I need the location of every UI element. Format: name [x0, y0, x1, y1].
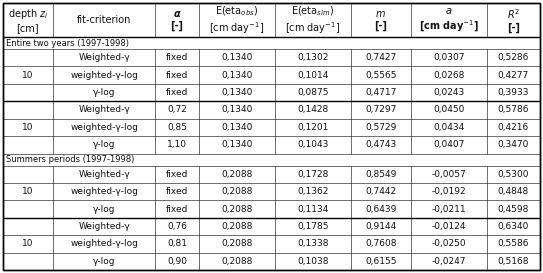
Text: $m$
[-]: $m$ [-] [374, 9, 387, 31]
Text: Summers periods (1997-1998): Summers periods (1997-1998) [6, 155, 134, 164]
Text: Weighted-γ: Weighted-γ [78, 105, 130, 114]
Text: 0,1043: 0,1043 [297, 140, 329, 149]
Text: 0,1338: 0,1338 [297, 239, 329, 248]
Text: 0,7442: 0,7442 [365, 187, 396, 196]
Text: Weighted-γ: Weighted-γ [78, 53, 130, 62]
Text: -0,0211: -0,0211 [432, 204, 466, 213]
Text: weighted-γ-log: weighted-γ-log [70, 187, 138, 196]
Text: 0,2088: 0,2088 [221, 222, 252, 231]
Text: E(eta$_{sim}$)
[cm day$^{-1}$]: E(eta$_{sim}$) [cm day$^{-1}$] [285, 4, 340, 36]
Text: 0,2088: 0,2088 [221, 187, 252, 196]
Text: γ-log: γ-log [93, 257, 115, 266]
Text: 0,90: 0,90 [167, 257, 187, 266]
Text: 10: 10 [22, 123, 34, 132]
Text: Weighted-γ: Weighted-γ [78, 222, 130, 231]
Text: fixed: fixed [166, 170, 188, 179]
Text: 0,7427: 0,7427 [365, 53, 396, 62]
Text: 0,1428: 0,1428 [298, 105, 329, 114]
Text: 0,3933: 0,3933 [498, 88, 529, 97]
Text: weighted-γ-log: weighted-γ-log [70, 71, 138, 80]
Text: 0,0407: 0,0407 [433, 140, 464, 149]
Text: 0,2088: 0,2088 [221, 204, 252, 213]
Text: 0,1785: 0,1785 [297, 222, 329, 231]
Text: 0,81: 0,81 [167, 239, 187, 248]
Text: 0,1340: 0,1340 [221, 123, 252, 132]
Text: 0,7297: 0,7297 [365, 105, 396, 114]
Text: 0,76: 0,76 [167, 222, 187, 231]
Text: -0,0057: -0,0057 [432, 170, 466, 179]
Text: 0,5286: 0,5286 [498, 53, 529, 62]
Text: -0,0247: -0,0247 [432, 257, 466, 266]
Text: 1,10: 1,10 [167, 140, 187, 149]
Text: 0,5300: 0,5300 [498, 170, 529, 179]
Text: 0,1134: 0,1134 [297, 204, 329, 213]
Text: -0,0124: -0,0124 [432, 222, 466, 231]
Text: 0,6439: 0,6439 [365, 204, 396, 213]
Text: 0,1728: 0,1728 [297, 170, 329, 179]
Text: fixed: fixed [166, 204, 188, 213]
Text: fixed: fixed [166, 71, 188, 80]
Text: 0,5729: 0,5729 [365, 123, 396, 132]
Text: E(eta$_{obs}$)
[cm day$^{-1}$]: E(eta$_{obs}$) [cm day$^{-1}$] [209, 4, 264, 36]
Text: Entire two years (1997-1998): Entire two years (1997-1998) [6, 38, 129, 48]
Text: 0,2088: 0,2088 [221, 257, 252, 266]
Text: 0,1340: 0,1340 [221, 105, 252, 114]
Text: $\boldsymbol{\alpha}$
[-]: $\boldsymbol{\alpha}$ [-] [171, 9, 184, 31]
Text: 0,1014: 0,1014 [297, 71, 329, 80]
Text: γ-log: γ-log [93, 204, 115, 213]
Text: 0,0450: 0,0450 [433, 105, 464, 114]
Text: 0,1201: 0,1201 [297, 123, 329, 132]
Text: 0,8549: 0,8549 [365, 170, 396, 179]
Text: 0,1340: 0,1340 [221, 140, 252, 149]
Text: 0,5586: 0,5586 [498, 239, 529, 248]
Text: $a$
[cm day$^{-1}$]: $a$ [cm day$^{-1}$] [419, 6, 479, 34]
Text: fixed: fixed [166, 187, 188, 196]
Text: 0,0243: 0,0243 [433, 88, 464, 97]
Text: 0,4216: 0,4216 [498, 123, 529, 132]
Text: 0,7608: 0,7608 [365, 239, 396, 248]
Text: 0,1340: 0,1340 [221, 88, 252, 97]
Text: 0,4598: 0,4598 [498, 204, 529, 213]
Text: 10: 10 [22, 71, 34, 80]
Text: depth $z_i$
[cm]: depth $z_i$ [cm] [8, 7, 48, 33]
Text: 10: 10 [22, 239, 34, 248]
Text: 0,2088: 0,2088 [221, 170, 252, 179]
Text: fit-criterion: fit-criterion [77, 15, 131, 25]
Text: fixed: fixed [166, 88, 188, 97]
Text: 0,5565: 0,5565 [365, 71, 396, 80]
Text: 0,9144: 0,9144 [365, 222, 396, 231]
Text: γ-log: γ-log [93, 140, 115, 149]
Text: 0,85: 0,85 [167, 123, 187, 132]
Text: 0,72: 0,72 [167, 105, 187, 114]
Text: 0,0434: 0,0434 [433, 123, 464, 132]
Text: 0,5786: 0,5786 [498, 105, 529, 114]
Text: 0,4743: 0,4743 [365, 140, 396, 149]
Text: 0,4848: 0,4848 [498, 187, 529, 196]
Text: 0,0268: 0,0268 [433, 71, 464, 80]
Text: Weighted-γ: Weighted-γ [78, 170, 130, 179]
Text: 0,6155: 0,6155 [365, 257, 396, 266]
Text: 0,1362: 0,1362 [297, 187, 329, 196]
Text: fixed: fixed [166, 53, 188, 62]
Text: 0,2088: 0,2088 [221, 239, 252, 248]
Text: 0,1340: 0,1340 [221, 53, 252, 62]
Text: γ-log: γ-log [93, 88, 115, 97]
Text: 0,3470: 0,3470 [498, 140, 529, 149]
Text: 0,0875: 0,0875 [297, 88, 329, 97]
Text: 0,1038: 0,1038 [297, 257, 329, 266]
Text: 0,0307: 0,0307 [433, 53, 465, 62]
Text: 0,6340: 0,6340 [498, 222, 529, 231]
Text: 0,1340: 0,1340 [221, 71, 252, 80]
Text: $R^2$
[-]: $R^2$ [-] [507, 7, 520, 33]
Text: weighted-γ-log: weighted-γ-log [70, 123, 138, 132]
Text: 10: 10 [22, 187, 34, 196]
Text: 0,4277: 0,4277 [498, 71, 529, 80]
Text: 0,5168: 0,5168 [498, 257, 529, 266]
Text: -0,0250: -0,0250 [432, 239, 466, 248]
Text: weighted-γ-log: weighted-γ-log [70, 239, 138, 248]
Text: -0,0192: -0,0192 [432, 187, 466, 196]
Text: 0,4717: 0,4717 [365, 88, 396, 97]
Text: 0,1302: 0,1302 [297, 53, 329, 62]
